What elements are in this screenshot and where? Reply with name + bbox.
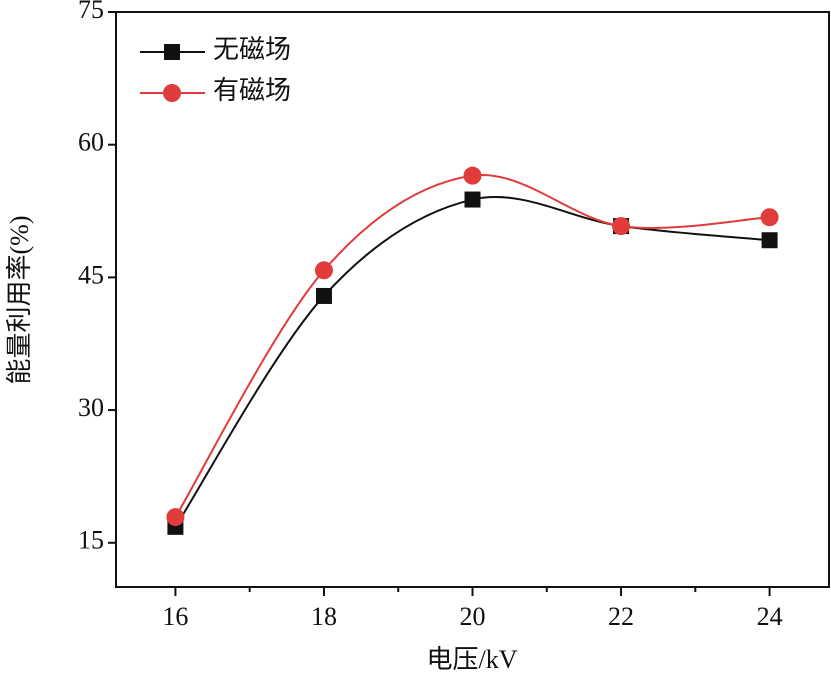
x-tick-label: 24 [757, 602, 783, 631]
x-tick-label: 16 [162, 602, 188, 631]
y-axis-label: 能量利用率(%) [5, 216, 34, 385]
x-tick-label: 18 [311, 602, 337, 631]
x-axis-label: 电压/kV [426, 645, 517, 674]
y-tick-label: 60 [78, 128, 104, 157]
series-line [174, 195, 770, 528]
legend-label: 无磁场 [213, 35, 291, 64]
data-point [166, 508, 185, 527]
data-point [315, 287, 332, 304]
y-tick-label: 15 [78, 526, 104, 555]
legend-marker [164, 44, 180, 60]
y-tick-label: 45 [78, 260, 104, 289]
y-tick-label: 30 [78, 393, 104, 422]
data-point [314, 261, 333, 280]
y-tick-label: 75 [78, 0, 104, 24]
x-tick-label: 20 [460, 602, 486, 631]
data-point [760, 208, 779, 227]
x-tick-label: 22 [608, 602, 634, 631]
data-point [612, 217, 631, 236]
data-point [464, 191, 481, 208]
series-line [174, 173, 770, 518]
data-point [463, 166, 482, 185]
legend-label: 有磁场 [213, 76, 291, 105]
data-point [761, 232, 778, 249]
legend-marker [163, 84, 181, 102]
